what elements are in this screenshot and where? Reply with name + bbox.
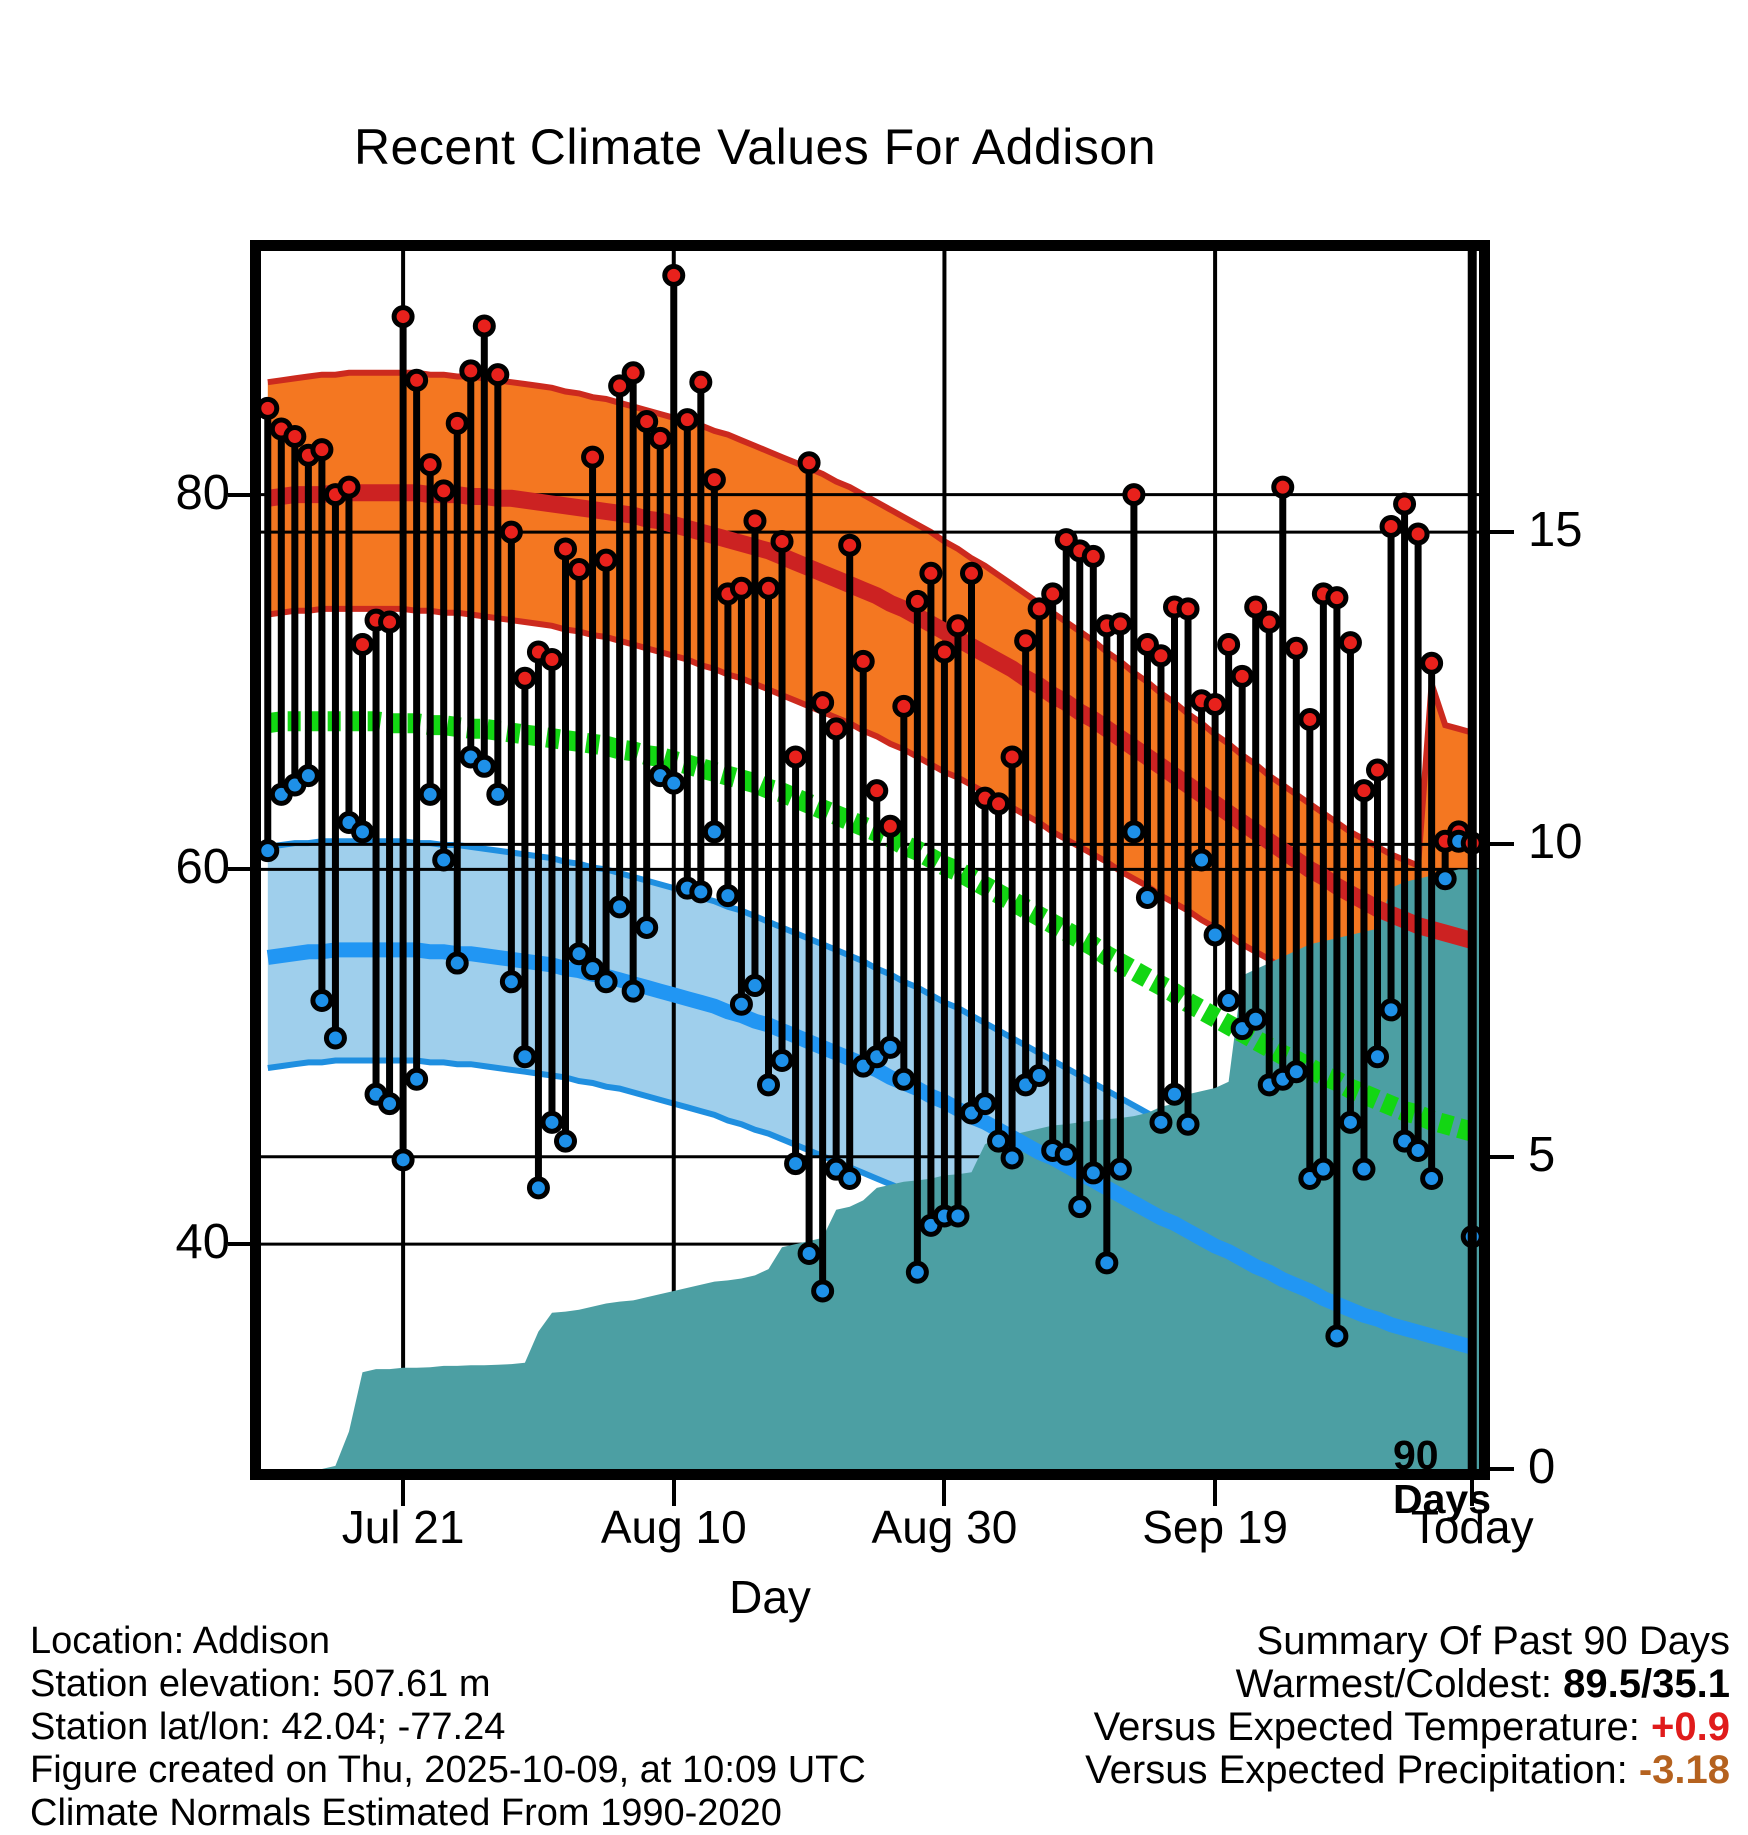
y2-tickmark [1490,1154,1514,1159]
summary-precip-row: Versus Expected Precipitation: -3.18 [1085,1749,1730,1792]
summary-panel: Summary Of Past 90 Days Warmest/Coldest:… [1085,1620,1730,1792]
summary-warmest-coldest-label: Warmest/Coldest: [1235,1662,1553,1706]
plot-area: 90 Days [250,240,1491,1521]
y-tick-label-60: 60 [175,840,230,895]
summary-heading: Summary Of Past 90 Days [1256,1619,1730,1663]
metadata-created: Figure created on Thu, 2025-10-09, at 10… [30,1749,866,1791]
y-tick-label-80: 80 [175,465,230,520]
y-tickmark [228,492,250,497]
y2-tickmark [1490,530,1514,535]
y2-tick-label-15: 15 [1528,503,1583,558]
x-tickmark [942,1480,947,1506]
page-title: Recent Climate Values For Addison [353,119,1157,175]
x-tick-label-aug30: Aug 30 [871,1501,1018,1553]
plot-canvas [261,251,1479,1469]
summary-temp-row: Versus Expected Temperature: +0.9 [1085,1706,1730,1749]
x-tickmark [401,1480,406,1506]
summary-temp-label: Versus Expected Temperature: [1093,1705,1640,1749]
metadata-location: Location: Addison [30,1620,331,1662]
chart-svg [261,251,1479,1469]
x-tickmark [1470,1480,1475,1506]
x-tick-label-sep19: Sep 19 [1142,1501,1288,1553]
x-tick-label-aug10: Aug 10 [600,1501,747,1553]
summary-precip-value: -3.18 [1638,1748,1730,1792]
x-tick-label-jul21: Jul 21 [341,1501,465,1553]
y2-tick-label-0: 0 [1528,1440,1556,1494]
y-tickmark [228,867,250,872]
summary-precip-label: Versus Expected Precipitation: [1085,1748,1628,1792]
range-annotation-line2: Days [1393,1476,1492,1522]
x-tickmark [671,1480,676,1506]
y2-tick-label-10: 10 [1528,815,1583,870]
y2-tick-label-5: 5 [1528,1127,1556,1182]
summary-warmest-coldest-value: 89.5/35.1 [1563,1662,1730,1706]
y-tick-label-40: 40 [175,1215,230,1270]
metadata-elevation: Station elevation: 507.61 m [30,1663,491,1705]
x-axis-label: Day [729,1571,811,1623]
y-tickmark [228,1242,250,1247]
summary-temp-value: +0.9 [1651,1705,1730,1749]
summary-warmest-coldest-row: Warmest/Coldest: 89.5/35.1 [1085,1663,1730,1706]
metadata-latlon: Station lat/lon: 42.04; -77.24 [30,1706,506,1748]
y2-tickmark [1490,1467,1514,1471]
x-tick-label-today: Today [1410,1501,1534,1553]
range-annotation-line1: 90 [1393,1432,1439,1478]
range-annotation: 90 Days [1393,1433,1491,1521]
station-metadata: Location: Addison Station elevation: 507… [30,1620,866,1835]
metadata-normals: Climate Normals Estimated From 1990-2020 [30,1792,782,1834]
x-tickmark [1213,1480,1218,1506]
y2-tickmark [1490,842,1514,847]
